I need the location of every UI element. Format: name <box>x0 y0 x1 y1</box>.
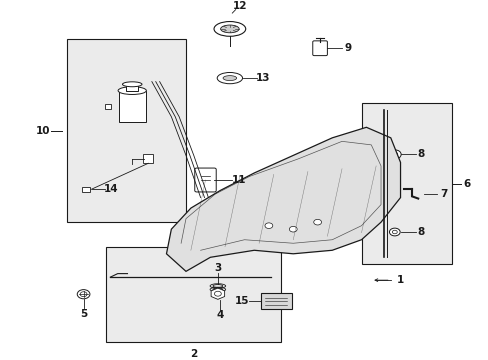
Text: 5: 5 <box>80 309 87 319</box>
Circle shape <box>289 226 297 232</box>
Ellipse shape <box>220 25 239 33</box>
Bar <box>143 154 153 163</box>
Text: 13: 13 <box>255 73 270 83</box>
Ellipse shape <box>122 82 142 87</box>
Circle shape <box>387 150 400 159</box>
Text: 7: 7 <box>439 189 447 199</box>
FancyBboxPatch shape <box>312 41 327 55</box>
Circle shape <box>264 223 272 229</box>
Text: 6: 6 <box>463 179 470 189</box>
Text: 15: 15 <box>234 296 249 306</box>
Bar <box>260 293 291 309</box>
Bar <box>105 247 281 342</box>
Polygon shape <box>166 127 400 271</box>
Bar <box>118 91 145 122</box>
Bar <box>361 103 451 264</box>
Text: 4: 4 <box>216 310 224 320</box>
Circle shape <box>313 219 321 225</box>
Bar <box>126 84 138 91</box>
Circle shape <box>388 228 399 236</box>
Text: 11: 11 <box>231 175 245 185</box>
Ellipse shape <box>214 22 245 36</box>
Text: 14: 14 <box>104 184 119 194</box>
Text: 8: 8 <box>416 149 424 159</box>
Ellipse shape <box>217 72 242 84</box>
Bar <box>66 40 185 222</box>
Text: 9: 9 <box>344 43 351 53</box>
Text: 1: 1 <box>396 275 404 285</box>
Text: 2: 2 <box>189 349 197 359</box>
Text: 12: 12 <box>232 1 246 11</box>
Text: 10: 10 <box>36 126 50 136</box>
Text: 8: 8 <box>416 227 424 237</box>
FancyBboxPatch shape <box>194 168 216 192</box>
Text: 3: 3 <box>214 264 221 273</box>
Ellipse shape <box>223 76 236 81</box>
Ellipse shape <box>118 87 146 94</box>
Circle shape <box>77 290 90 299</box>
